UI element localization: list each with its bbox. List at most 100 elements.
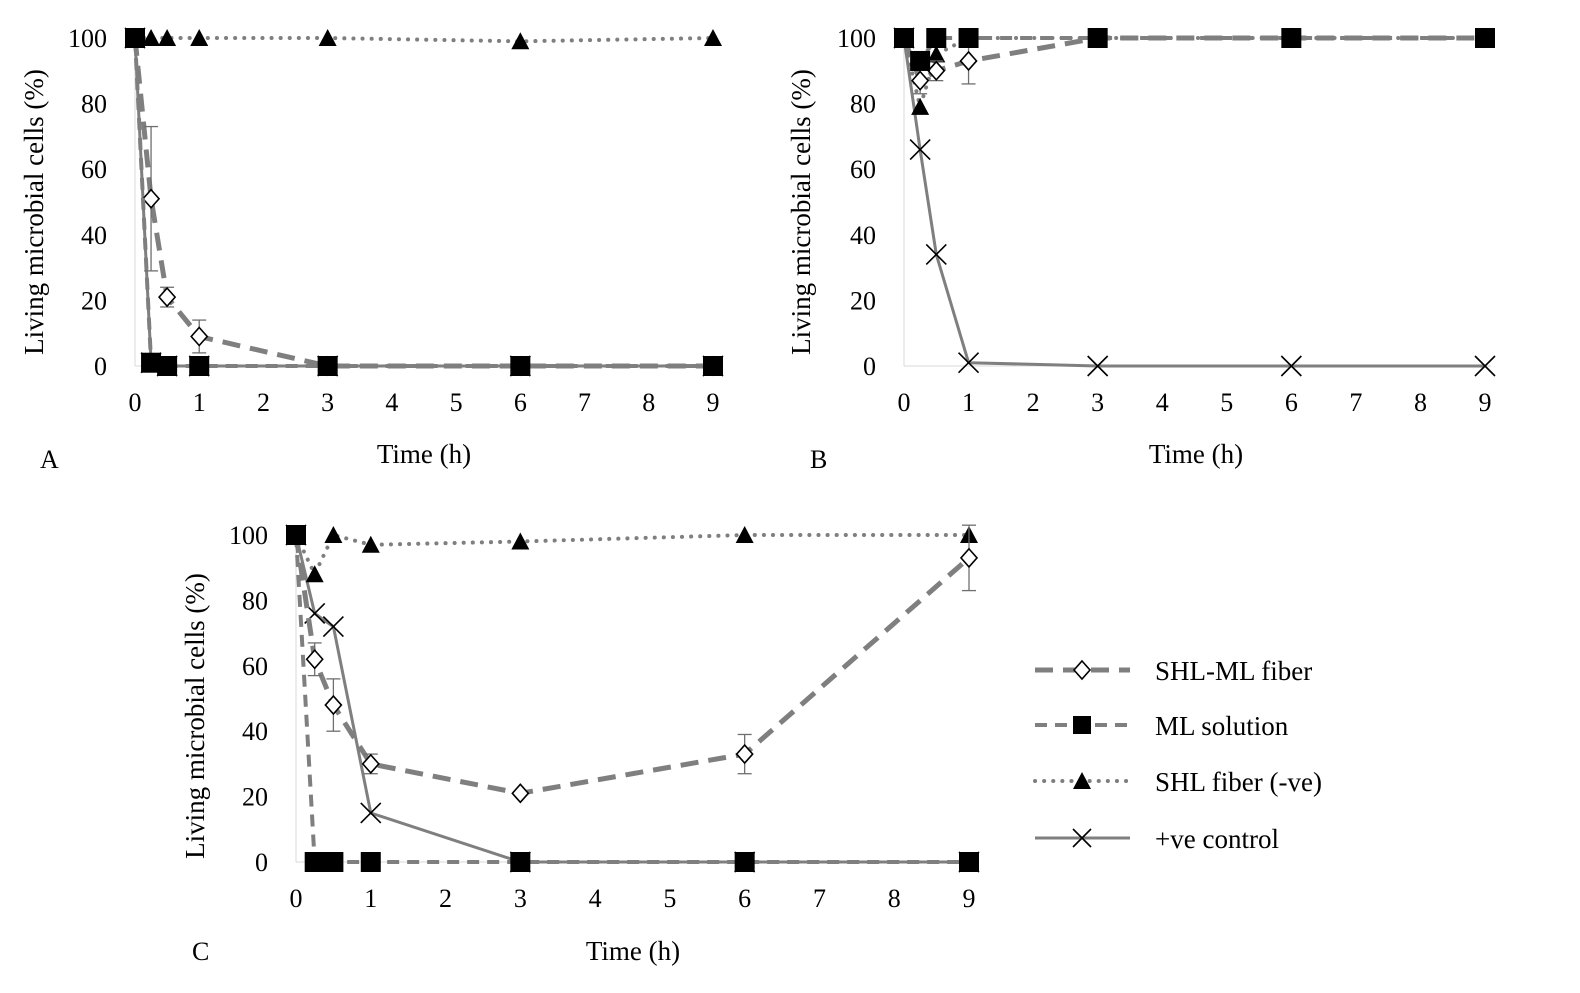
panel-a-x-tick-label: 4 [385, 388, 398, 417]
diamond-marker-icon [1072, 659, 1092, 681]
panel-c-point-positive-control [322, 615, 344, 638]
panel-c-point-ml-solution [323, 852, 344, 872]
panel-c-x-tick-label: 4 [589, 884, 602, 913]
panel-c-point-shl-ml-fiber [361, 753, 380, 775]
panel-c-point-shl-fiber [735, 526, 754, 543]
panel-c-point-ml-solution [510, 852, 531, 872]
panel-b-point-shl-ml-fiber [959, 50, 978, 72]
panel-b: Living microbial cells (%) Time (h) B [786, 69, 1243, 474]
panel-a-y-tick-label: 60 [81, 155, 107, 184]
panel-a-y-tick-label: 0 [94, 352, 107, 381]
panel-a-y-tick-label: 40 [81, 221, 107, 250]
panel-b-point-positive-control [909, 138, 931, 161]
panel-b-x-tick-label: 2 [1027, 388, 1040, 417]
panel-c-x-tick-label: 9 [963, 884, 976, 913]
legend-entry-positive-control: +ve control [1035, 824, 1279, 854]
panel-a-series-line-shl-ml-fiber [132, 37, 713, 369]
panel-c-xlabel: Time (h) [586, 936, 680, 966]
panel-b-point-positive-control [957, 352, 980, 374]
panel-c-point-ml-solution [286, 525, 306, 545]
panel-a-point-ml-solution [317, 356, 338, 376]
panel-a-point-shl-ml-fiber [141, 188, 161, 209]
panel-b-point-positive-control [1087, 355, 1109, 377]
panel-c-point-shl-ml-fiber [305, 649, 324, 670]
panel-c-ylabel: Living microbial cells (%) [180, 573, 210, 859]
panel-b-point-shl-ml-fiber [927, 60, 946, 82]
panel-a-x-tick-label: 7 [578, 388, 591, 417]
panel-c-x-tick-label: 5 [663, 884, 676, 913]
panel-c-letter: C [192, 937, 209, 966]
panel-b-point-shl-ml-fiber [911, 70, 930, 91]
panel-c-series-line-ml-solution [294, 534, 969, 864]
panel-c-series-line-positive-control [294, 534, 969, 864]
panel-b-y-tick-label: 40 [850, 221, 876, 250]
panel-a-point-shl-fiber [142, 29, 161, 46]
panel-b-point-ml-solution [958, 28, 979, 48]
panel-b-point-ml-solution [1281, 28, 1302, 48]
panel-c-x-tick-label: 0 [290, 884, 303, 913]
panel-b-point-ml-solution [910, 50, 931, 71]
panel-b-x-tick-label: 6 [1285, 388, 1298, 417]
panel-b-x-tick-label: 4 [1156, 388, 1169, 417]
panel-a-point-shl-fiber [511, 32, 530, 50]
legend-label-ml-solution: ML solution [1155, 711, 1289, 741]
panel-a-point-shl-ml-fiber [158, 286, 177, 308]
panel-c-point-shl-fiber [361, 535, 380, 553]
legend-entry-shl-ml-fiber: SHL-ML fiber [1035, 656, 1312, 686]
panel-a-point-shl-fiber [190, 29, 209, 46]
panel-b-point-ml-solution [894, 28, 914, 48]
panel-b-x-tick-label: 7 [1349, 388, 1362, 417]
panel-b-y-tick-label: 20 [850, 286, 876, 315]
panel-c-x-tick-label: 8 [888, 884, 901, 913]
panel-a-plot: 0 20 40 60 80 100 0 1 2 3 4 5 6 7 8 9 [68, 24, 724, 417]
cross-marker-icon [1072, 828, 1092, 848]
panel-c-point-ml-solution [959, 852, 979, 872]
panel-a-x-tick-label: 0 [129, 388, 142, 417]
panel-b-point-ml-solution [926, 28, 947, 48]
panel-a-point-ml-solution [189, 356, 210, 376]
square-marker-icon [1073, 716, 1091, 734]
panel-a-x-tick-label: 2 [257, 388, 270, 417]
panel-c-y-tick-label: 20 [242, 783, 268, 812]
panel-c: Living microbial cells (%) Time (h) C [180, 573, 680, 966]
panel-a-point-ml-solution [141, 352, 162, 373]
panel-a-point-shl-ml-fiber [190, 326, 209, 347]
panel-a-series-line-shl-fiber [133, 36, 715, 44]
panel-b-y-tick-label: 0 [863, 352, 876, 381]
panel-a-x-tick-label: 6 [514, 388, 527, 417]
panel-c-plot: 0 20 40 60 80 100 0 1 2 3 4 5 6 7 8 9 [229, 521, 980, 913]
panel-a-ylabel: Living microbial cells (%) [19, 69, 49, 355]
panel-b-x-tick-label: 3 [1091, 388, 1104, 417]
panel-a-point-ml-solution [510, 356, 531, 376]
panel-a: Living microbial cells (%) Time (h) A [19, 69, 471, 474]
panel-b-point-shl-fiber [927, 45, 946, 63]
panel-a-xlabel: Time (h) [377, 439, 471, 469]
panel-a-y-tick-label: 80 [81, 90, 107, 119]
legend-label-shl-fiber: SHL fiber (-ve) [1155, 767, 1322, 797]
panel-c-series-line-shl-ml-fiber [293, 534, 971, 796]
panel-b-series-line-shl-ml-fiber [901, 35, 1485, 84]
legend-label-positive-control: +ve control [1155, 824, 1279, 854]
panel-c-x-tick-label: 3 [514, 884, 527, 913]
panel-a-y-tick-label: 100 [68, 24, 107, 53]
panel-a-letter: A [40, 445, 59, 474]
panel-a-y-tick-label: 20 [81, 286, 107, 315]
panel-a-point-shl-fiber [318, 29, 337, 46]
panel-c-point-ml-solution [734, 852, 755, 872]
panel-b-plot: 0 20 40 60 80 100 0 1 2 3 4 5 6 7 8 9 [837, 24, 1496, 417]
panel-b-x-tick-label: 1 [962, 388, 975, 417]
panel-b-point-shl-fiber [911, 97, 930, 115]
panel-a-x-tick-label: 8 [642, 388, 655, 417]
panel-a-x-tick-label: 5 [450, 388, 463, 417]
panel-b-x-tick-label: 8 [1414, 388, 1427, 417]
panel-b-x-tick-label: 0 [898, 388, 911, 417]
panel-a-point-ml-solution [157, 356, 178, 376]
panel-b-point-positive-control [1474, 355, 1496, 377]
panel-c-x-tick-label: 7 [813, 884, 826, 913]
panel-c-point-ml-solution [304, 852, 325, 872]
panel-b-letter: B [810, 445, 827, 474]
panel-b-y-tick-label: 80 [850, 90, 876, 119]
panel-b-x-tick-label: 9 [1479, 388, 1492, 417]
panel-c-point-shl-fiber [324, 526, 343, 543]
